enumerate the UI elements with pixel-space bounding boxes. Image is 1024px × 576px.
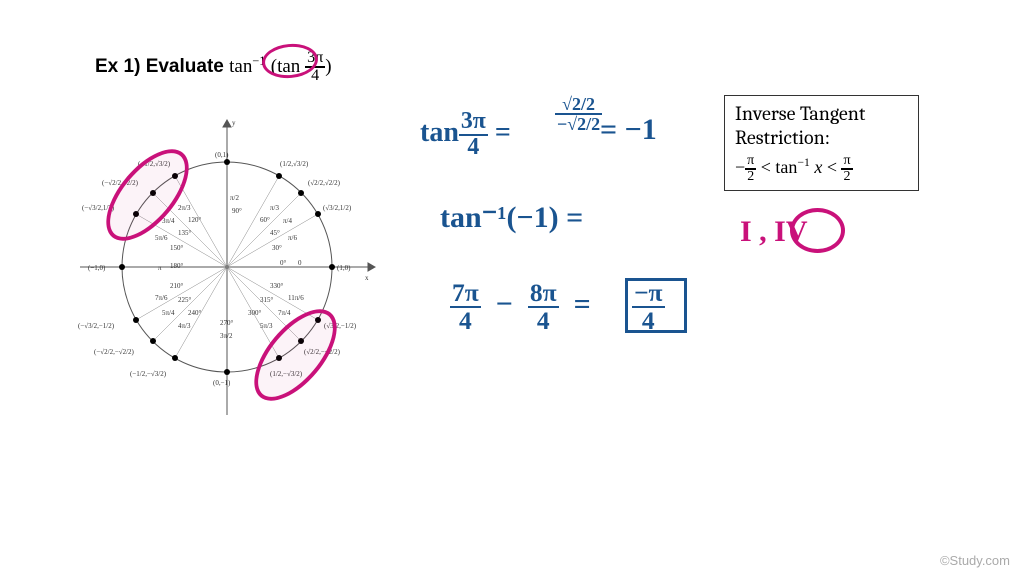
svg-text:(√2/2,√2/2): (√2/2,√2/2) [308, 179, 341, 187]
svg-text:7π/6: 7π/6 [155, 294, 168, 302]
svg-text:(−√2/2,−√2/2): (−√2/2,−√2/2) [94, 348, 135, 356]
svg-text:210°: 210° [170, 282, 184, 290]
svg-text:(−1/2,−√3/2): (−1/2,−√3/2) [130, 370, 167, 378]
svg-text:(−√3/2,−1/2): (−√3/2,−1/2) [78, 322, 115, 330]
svg-text:π/2: π/2 [230, 194, 239, 202]
title-func: tan [229, 56, 252, 77]
svg-text:0°: 0° [280, 259, 287, 267]
svg-text:(0,−1): (0,−1) [213, 379, 231, 387]
svg-text:240°: 240° [188, 309, 202, 317]
svg-text:π/4: π/4 [283, 217, 292, 225]
quadrant-iv-circle [790, 208, 845, 253]
ans-num: −π [632, 280, 665, 308]
svg-text:3π/2: 3π/2 [220, 332, 233, 340]
hw3b-num: 8π [528, 280, 559, 308]
hw1-eq: = [495, 117, 511, 148]
hw1b-num: √2/2 [555, 95, 602, 115]
hw3a-den: 4 [450, 308, 481, 334]
work-line-1-bigfrac: √2/2−√2/2 [555, 95, 602, 133]
svg-text:2π/3: 2π/3 [178, 204, 191, 212]
work-line-3: 7π4 − 8π4 = [450, 280, 591, 333]
svg-text:90°: 90° [232, 207, 242, 215]
svg-text:150°: 150° [170, 244, 184, 252]
svg-text:300°: 300° [248, 309, 262, 317]
svg-text:4π/3: 4π/3 [178, 322, 191, 330]
restriction-title-1: Inverse Tangent [735, 102, 908, 126]
restriction-title-2: Restriction: [735, 126, 908, 150]
svg-text:270°: 270° [220, 319, 234, 327]
svg-text:π/3: π/3 [270, 204, 279, 212]
svg-text:(−1,0): (−1,0) [88, 264, 106, 272]
svg-text:(1/2,√3/2): (1/2,√3/2) [280, 160, 309, 168]
final-answer: −π4 [632, 280, 665, 333]
work-line-1: tan3π4 = [420, 110, 511, 160]
title-prefix: Ex 1) Evaluate [95, 56, 229, 77]
svg-text:7π/4: 7π/4 [278, 309, 291, 317]
svg-text:330°: 330° [270, 282, 284, 290]
svg-text:225°: 225° [178, 296, 192, 304]
svg-text:315°: 315° [260, 296, 274, 304]
svg-text:30°: 30° [272, 244, 282, 252]
ans-den: 4 [632, 308, 665, 334]
hw3-minus: − [496, 287, 513, 320]
svg-text:x: x [365, 274, 369, 282]
svg-text:120°: 120° [188, 216, 202, 224]
hw3b-den: 4 [528, 308, 559, 334]
svg-text:3π/4: 3π/4 [162, 217, 175, 225]
restriction-range: −π2 < tan−1 x < π2 [735, 154, 908, 184]
svg-text:(1,0): (1,0) [337, 264, 351, 272]
svg-text:45°: 45° [270, 229, 280, 237]
restriction-box: Inverse Tangent Restriction: −π2 < tan−1… [724, 95, 919, 191]
svg-text:5π/4: 5π/4 [162, 309, 175, 317]
svg-text:11π/6: 11π/6 [288, 294, 304, 302]
unit-circle-diagram: x y (1,0) (0,1) (−1,0) (0,−1) 0° 0 30° 45°60°… [70, 110, 385, 425]
svg-text:y: y [232, 119, 236, 127]
svg-text:5π/3: 5π/3 [260, 322, 273, 330]
work-line-1-result: = −1 [600, 113, 657, 147]
hw1b-den: −√2/2 [555, 115, 602, 133]
hw3-eq: = [574, 287, 591, 320]
svg-text:π: π [158, 264, 162, 272]
hw1-den: 4 [459, 136, 488, 160]
svg-text:180°: 180° [170, 262, 184, 270]
hw1-func: tan [420, 117, 459, 148]
watermark: ©Study.com [940, 553, 1010, 568]
svg-text:0: 0 [298, 259, 302, 267]
svg-text:60°: 60° [260, 216, 270, 224]
svg-text:(√3/2,1/2): (√3/2,1/2) [323, 204, 352, 212]
hw3a-num: 7π [450, 280, 481, 308]
svg-text:5π/6: 5π/6 [155, 234, 168, 242]
hw1-num: 3π [459, 110, 488, 136]
svg-text:π/6: π/6 [288, 234, 297, 242]
svg-text:135°: 135° [178, 229, 192, 237]
svg-text:(0,1): (0,1) [215, 151, 229, 159]
work-line-2: tan⁻¹(−1) = [440, 200, 583, 235]
